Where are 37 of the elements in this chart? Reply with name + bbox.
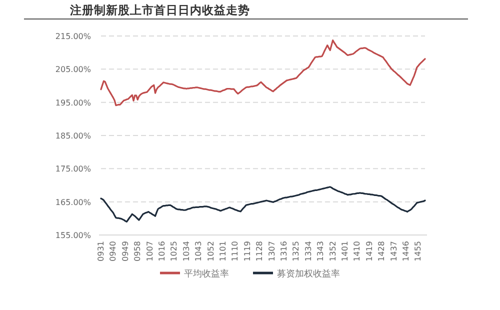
y-tick-label: 205.00% [55, 65, 92, 74]
x-tick-label: 1446 [402, 241, 411, 262]
legend-label: 募资加权收益率 [277, 268, 340, 280]
y-tick-label: 155.00% [55, 231, 92, 240]
y-tick-label: 215.00% [55, 32, 92, 41]
x-tick-label: 1101 [218, 241, 228, 262]
x-tick-label: 1428 [377, 241, 386, 262]
x-tick-label: 0940 [108, 241, 118, 262]
x-tick-label: 0931 [96, 241, 106, 262]
x-tick-label: 1334 [304, 241, 313, 262]
x-tick-label: 1401 [340, 241, 350, 262]
y-tick-label: 175.00% [55, 164, 92, 174]
x-tick-label: 1455 [414, 241, 423, 262]
legend-label: 平均收益率 [184, 268, 229, 280]
x-tick-label: 1043 [194, 241, 204, 262]
x-tick-label: 0958 [133, 241, 142, 262]
x-tick-label: 1034 [182, 241, 191, 262]
x-tick-label: 1325 [292, 241, 301, 262]
y-tick-label: 165.00% [55, 198, 92, 207]
x-tick-label: 1128 [255, 241, 264, 262]
x-tick-label: 1110 [230, 241, 240, 262]
y-tick-label: 185.00% [55, 132, 92, 140]
x-tick-label: 1007 [145, 241, 154, 262]
x-tick-label: 1352 [328, 241, 338, 262]
x-tick-label: 1419 [364, 241, 374, 262]
x-tick-label: 1307 [267, 241, 276, 262]
x-tick-label: 1025 [170, 241, 179, 262]
y-tick-label: 195.00% [55, 98, 92, 108]
x-tick-label: 1119 [242, 241, 252, 262]
x-tick-label: 1410 [352, 241, 362, 262]
x-tick-label: 1016 [158, 241, 167, 262]
x-tick-label: 1316 [280, 241, 289, 262]
x-tick-label: 1052 [206, 241, 216, 262]
title: 注册制新股上市首日日内收益走势 [70, 3, 250, 17]
x-tick-label: 1343 [316, 241, 326, 262]
x-tick-label: 0949 [120, 241, 130, 262]
x-tick-label: 1437 [389, 241, 398, 262]
